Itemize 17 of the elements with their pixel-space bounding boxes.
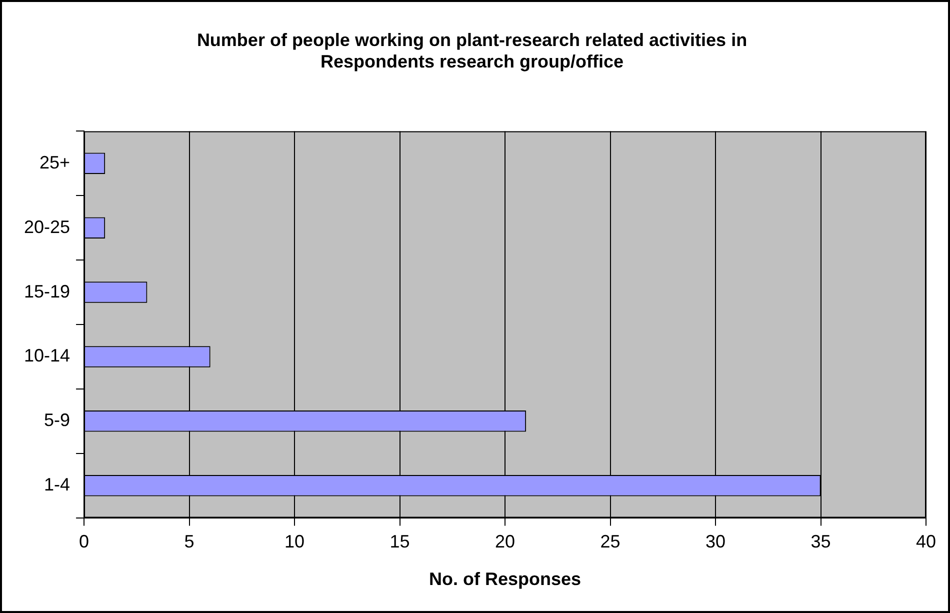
x-tick-label: 5 [184, 532, 194, 552]
x-tick-label: 0 [79, 532, 90, 552]
x-tick-label: 15 [390, 532, 410, 552]
x-tick-label: 35 [810, 532, 831, 552]
x-tick-label: 40 [916, 532, 936, 552]
y-tick-label: 5-9 [44, 410, 70, 430]
x-tick-label: 20 [495, 532, 516, 552]
y-tick-label: 15-19 [24, 281, 70, 302]
x-tick-label: 25 [600, 532, 620, 552]
y-tick-label: 10-14 [24, 346, 70, 366]
x-axis-title: No. of Responses [429, 569, 582, 590]
x-tick-label: 10 [284, 532, 305, 552]
y-tick-label: 1-4 [44, 474, 70, 495]
chart-title: Number of people working on plant-research related activities in Respondents research group/office [196, 30, 748, 72]
y-tick-label: 25+ [39, 152, 70, 172]
x-tick-label: 30 [705, 532, 726, 552]
y-tick-label: 20-25 [24, 216, 70, 237]
